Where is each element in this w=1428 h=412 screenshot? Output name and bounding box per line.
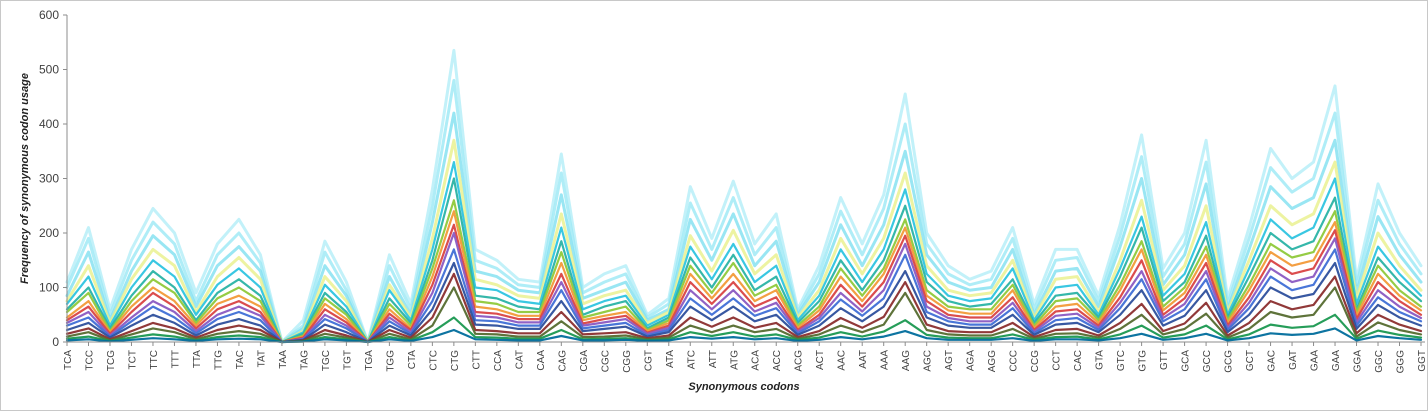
y-tick-label: 500 — [39, 63, 59, 77]
x-axis-title: Synonymous codons — [688, 381, 799, 393]
x-tick-label: ACA — [751, 350, 762, 371]
x-tick-label: GTA — [1095, 350, 1106, 370]
x-tick-label: AAC — [837, 350, 848, 371]
y-axis-title: Frequency of synonymous codon usage — [19, 73, 31, 284]
x-tick-label: CCT — [1052, 350, 1063, 371]
x-tick-label: TAT — [256, 350, 267, 367]
y-tick-label: 100 — [39, 281, 59, 295]
x-tick-label: CGT — [643, 350, 654, 371]
x-tick-label: CGA — [579, 350, 590, 372]
x-tick-label: TTT — [170, 350, 181, 368]
x-tick-label: TCG — [106, 350, 117, 371]
x-tick-label: ACT — [815, 350, 826, 370]
x-tick-label: GAA — [1331, 350, 1342, 371]
x-tick-label: TTA — [192, 350, 203, 368]
y-tick-label: 200 — [39, 226, 59, 240]
x-tick-label: CAA — [536, 350, 547, 371]
x-tick-label: AAA — [880, 350, 891, 370]
x-tick-label: TGC — [321, 350, 332, 371]
x-tick-label: TCC — [84, 350, 95, 371]
x-tick-label: CTT — [471, 350, 482, 369]
x-tick-label: GTG — [1138, 350, 1149, 372]
x-tick-label: TCA — [63, 350, 74, 370]
x-tick-label: TGG — [385, 350, 396, 372]
x-tick-label: TAA — [278, 350, 289, 369]
x-tick-label: TTG — [213, 350, 224, 370]
x-tick-label: CCC — [1009, 350, 1020, 372]
x-tick-label: CAG — [557, 350, 568, 372]
x-tick-label: AAT — [858, 350, 869, 369]
x-tick-label: ATC — [686, 350, 697, 369]
x-tick-label: CTG — [450, 350, 461, 371]
x-tick-label: CCA — [493, 350, 504, 371]
x-tick-label: TGT — [342, 350, 353, 370]
x-tick-label: GCA — [1181, 350, 1192, 372]
x-tick-label: AGC — [923, 350, 934, 372]
x-tick-label: CGG — [622, 350, 633, 373]
x-tick-label: ATT — [708, 350, 719, 368]
y-tick-label: 0 — [52, 335, 59, 349]
x-tick-label: ATG — [729, 350, 740, 370]
x-tick-label: TCT — [127, 350, 138, 369]
x-tick-label: GGG — [1396, 350, 1407, 374]
x-tick-label: TTC — [149, 350, 160, 369]
x-tick-label: GGC — [1374, 350, 1385, 373]
x-tick-label: GGA — [1353, 350, 1364, 373]
x-tick-label: GTT — [1159, 350, 1170, 370]
x-tick-label: GCC — [1202, 350, 1213, 372]
x-tick-label: GTC — [1116, 350, 1127, 371]
x-tick-label: CGC — [600, 350, 611, 372]
x-tick-label: CAC — [1073, 350, 1084, 371]
x-tick-label: TAG — [299, 350, 310, 370]
x-tick-label: ACC — [772, 350, 783, 371]
y-tick-label: 600 — [39, 8, 59, 22]
x-tick-label: GCT — [1245, 350, 1256, 371]
x-tick-label: AGT — [944, 350, 955, 371]
x-tick-label: GAC — [1267, 350, 1278, 372]
x-tick-label: ATA — [665, 350, 676, 368]
y-tick-label: 400 — [39, 117, 59, 131]
x-tick-label: ACG — [794, 350, 805, 372]
x-tick-label: GGT — [1417, 350, 1428, 372]
y-tick-label: 300 — [39, 172, 59, 186]
x-tick-label: AGG — [987, 350, 998, 372]
x-tick-label: GAA — [1310, 350, 1321, 371]
x-tick-label: AAG — [901, 350, 912, 371]
series-line-1 — [65, 48, 1423, 344]
x-tick-label: CTA — [407, 350, 418, 370]
x-tick-label: GCG — [1224, 350, 1235, 373]
axes-layer: 0 100 200 300 400 500 600 TCA TCC TCG TCT TTC TTT TTA… — [39, 8, 1428, 373]
x-tick-label: TAC — [235, 350, 246, 369]
x-tick-label: CTC — [428, 350, 439, 371]
series-layer — [65, 48, 1423, 344]
x-tick-label: CAT — [514, 350, 525, 369]
x-tick-label: GAT — [1288, 350, 1299, 370]
x-tick-label: CCG — [1030, 350, 1041, 372]
x-tick-label: AGA — [966, 350, 977, 371]
x-tick-label: TGA — [364, 350, 375, 371]
